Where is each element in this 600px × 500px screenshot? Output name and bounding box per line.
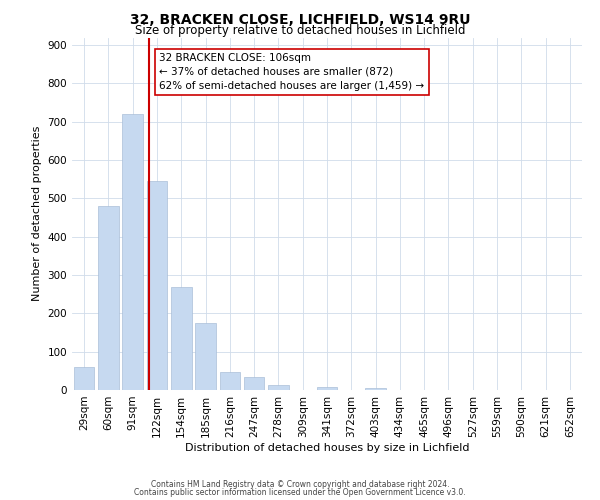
Y-axis label: Number of detached properties: Number of detached properties: [32, 126, 42, 302]
Bar: [146, 181, 167, 390]
X-axis label: Distribution of detached houses by size in Lichfield: Distribution of detached houses by size …: [185, 442, 469, 452]
Text: 32 BRACKEN CLOSE: 106sqm
← 37% of detached houses are smaller (872)
62% of semi-: 32 BRACKEN CLOSE: 106sqm ← 37% of detach…: [160, 53, 425, 91]
Bar: [195, 323, 216, 390]
Bar: [317, 387, 337, 390]
Bar: [122, 114, 143, 390]
Bar: [171, 286, 191, 390]
Text: Contains public sector information licensed under the Open Government Licence v3: Contains public sector information licen…: [134, 488, 466, 497]
Bar: [74, 367, 94, 390]
Bar: [268, 384, 289, 390]
Text: Size of property relative to detached houses in Lichfield: Size of property relative to detached ho…: [135, 24, 465, 37]
Text: Contains HM Land Registry data © Crown copyright and database right 2024.: Contains HM Land Registry data © Crown c…: [151, 480, 449, 489]
Bar: [244, 376, 265, 390]
Bar: [98, 206, 119, 390]
Text: 32, BRACKEN CLOSE, LICHFIELD, WS14 9RU: 32, BRACKEN CLOSE, LICHFIELD, WS14 9RU: [130, 12, 470, 26]
Bar: [365, 388, 386, 390]
Bar: [220, 372, 240, 390]
